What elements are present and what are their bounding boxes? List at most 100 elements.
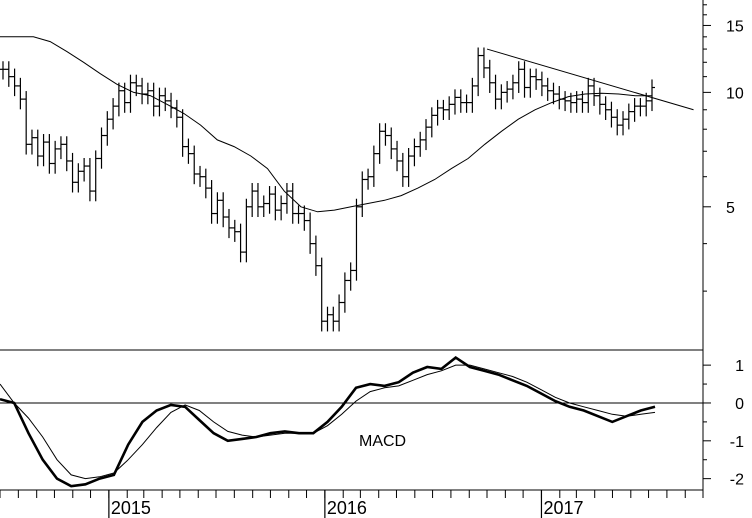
price-bar xyxy=(52,140,59,174)
price-bar xyxy=(191,145,198,185)
price-bar xyxy=(562,91,569,112)
moving-average-line xyxy=(0,36,652,213)
price-bar xyxy=(504,81,511,103)
price-bar xyxy=(237,223,244,263)
price-bar xyxy=(625,103,632,130)
price-bar xyxy=(411,138,418,167)
price-bar xyxy=(521,61,528,98)
price-bar xyxy=(637,98,644,117)
price-bar xyxy=(370,145,377,187)
price-bar xyxy=(365,168,372,190)
price-bar xyxy=(81,157,88,182)
price-bar xyxy=(423,119,430,151)
price-bar xyxy=(573,91,580,113)
price-bar xyxy=(69,152,76,193)
price-bar xyxy=(533,68,540,90)
macd-label: MACD xyxy=(359,433,406,450)
price-bar xyxy=(179,109,186,157)
price-bar xyxy=(57,136,64,160)
price-bar xyxy=(139,77,146,105)
price-bar xyxy=(208,180,215,224)
macd-line xyxy=(0,355,656,488)
price-bar xyxy=(23,91,30,155)
macd-panel xyxy=(0,355,703,488)
y-tick-label: 15 xyxy=(726,18,744,35)
price-bar xyxy=(243,198,250,263)
price-bar xyxy=(359,171,366,218)
price-bar xyxy=(382,123,389,146)
price-bar xyxy=(457,89,464,113)
macd-y-tick-label: 0 xyxy=(735,396,744,413)
price-bar xyxy=(480,47,487,79)
price-bar xyxy=(115,82,122,117)
x-tick-label: 2017 xyxy=(543,498,583,518)
price-bar xyxy=(498,84,505,110)
price-bar xyxy=(301,205,308,231)
price-bar xyxy=(156,87,163,117)
price-bar xyxy=(388,127,395,160)
price-bar xyxy=(318,257,325,332)
price-bar xyxy=(173,99,180,128)
price-bar xyxy=(585,77,592,113)
price-bar xyxy=(0,61,6,80)
price-bar xyxy=(202,168,209,199)
price-bar xyxy=(185,138,192,164)
x-tick-label: 2015 xyxy=(111,498,151,518)
price-bar xyxy=(295,205,302,224)
price-bar xyxy=(446,96,453,120)
price-bar xyxy=(509,74,516,100)
macd-y-tick-label: -2 xyxy=(730,472,744,489)
price-bar xyxy=(11,68,18,97)
price-bar xyxy=(28,129,35,155)
price-bar xyxy=(127,74,134,113)
price-bar xyxy=(486,59,493,93)
price-bar xyxy=(544,77,551,101)
trendline xyxy=(486,48,694,111)
price-bar xyxy=(556,85,563,110)
price-bar xyxy=(451,89,458,115)
price-bar xyxy=(220,192,227,228)
price-bar xyxy=(144,82,151,105)
price-bar xyxy=(307,212,314,254)
price-bar xyxy=(538,71,545,97)
price-bar xyxy=(260,195,267,218)
price-bar xyxy=(46,134,53,174)
price-bar xyxy=(330,306,337,332)
price-bar xyxy=(162,87,169,112)
macd-y-tick-label: 1 xyxy=(735,358,744,375)
price-bar xyxy=(272,186,279,221)
price-bar xyxy=(98,127,105,169)
price-bar xyxy=(40,134,47,167)
price-bar xyxy=(278,195,285,221)
price-bar xyxy=(394,140,401,172)
price-bar xyxy=(17,77,24,110)
price-bar xyxy=(347,262,354,291)
price-bar xyxy=(434,99,441,126)
price-bar xyxy=(631,98,638,122)
price-bar xyxy=(92,150,99,202)
price-panel xyxy=(0,36,694,332)
price-bar xyxy=(249,183,256,218)
price-bar xyxy=(197,165,204,187)
price-bar xyxy=(283,183,290,214)
price-bar xyxy=(620,111,627,136)
price-bar xyxy=(336,294,343,332)
y-tick-label: 5 xyxy=(726,200,735,217)
price-bar xyxy=(417,131,424,157)
price-bar xyxy=(254,183,261,218)
price-bar xyxy=(341,272,348,313)
price-bar xyxy=(463,94,470,113)
macd-y-tick-label: -1 xyxy=(730,434,744,451)
price-bar xyxy=(34,129,41,167)
price-bar xyxy=(440,99,447,120)
price-bar xyxy=(5,61,12,87)
price-bar xyxy=(469,77,476,113)
price-bar xyxy=(353,198,360,281)
price-bar xyxy=(399,152,406,187)
x-tick-label: 2016 xyxy=(327,498,367,518)
price-bar xyxy=(591,77,598,106)
price-bar xyxy=(608,101,615,128)
price-bar xyxy=(150,82,157,117)
